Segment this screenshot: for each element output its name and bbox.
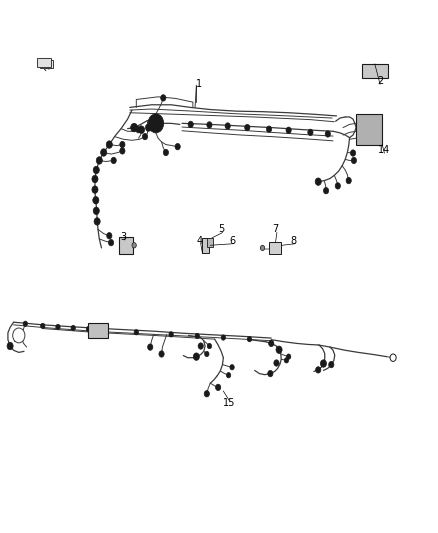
Circle shape bbox=[325, 131, 330, 137]
Circle shape bbox=[92, 175, 98, 183]
Circle shape bbox=[350, 150, 356, 156]
Bar bbox=[269, 242, 281, 254]
Circle shape bbox=[205, 351, 209, 357]
Circle shape bbox=[148, 344, 153, 350]
Circle shape bbox=[134, 329, 138, 335]
Circle shape bbox=[175, 143, 180, 150]
Circle shape bbox=[268, 370, 273, 377]
Bar bbox=[37, 58, 51, 67]
Circle shape bbox=[225, 123, 230, 129]
Circle shape bbox=[247, 336, 252, 342]
Text: 1: 1 bbox=[196, 78, 202, 88]
Circle shape bbox=[148, 114, 164, 133]
Circle shape bbox=[41, 323, 45, 328]
Circle shape bbox=[13, 328, 25, 343]
Bar bbox=[362, 64, 388, 78]
Circle shape bbox=[207, 122, 212, 128]
Circle shape bbox=[136, 126, 141, 133]
Text: 4: 4 bbox=[196, 236, 202, 246]
Circle shape bbox=[145, 124, 152, 131]
Circle shape bbox=[106, 141, 113, 148]
Text: 5: 5 bbox=[218, 224, 224, 235]
Circle shape bbox=[193, 353, 199, 360]
Circle shape bbox=[316, 367, 321, 373]
Circle shape bbox=[286, 354, 291, 359]
Circle shape bbox=[230, 365, 234, 370]
Circle shape bbox=[351, 157, 357, 164]
Circle shape bbox=[390, 354, 396, 361]
Circle shape bbox=[111, 157, 116, 164]
Circle shape bbox=[335, 183, 340, 189]
Circle shape bbox=[86, 326, 91, 332]
Circle shape bbox=[274, 360, 279, 366]
Circle shape bbox=[284, 358, 289, 363]
Bar bbox=[356, 114, 382, 144]
Circle shape bbox=[308, 129, 313, 135]
Circle shape bbox=[260, 245, 265, 251]
Text: 15: 15 bbox=[223, 398, 235, 408]
Circle shape bbox=[92, 186, 98, 193]
Circle shape bbox=[266, 126, 272, 132]
Circle shape bbox=[131, 123, 138, 132]
Circle shape bbox=[198, 343, 203, 349]
Circle shape bbox=[23, 321, 28, 326]
Circle shape bbox=[321, 360, 326, 367]
Circle shape bbox=[93, 166, 99, 174]
Text: 3: 3 bbox=[120, 232, 126, 243]
Circle shape bbox=[71, 325, 75, 330]
Bar bbox=[88, 322, 108, 337]
Circle shape bbox=[276, 346, 282, 353]
Circle shape bbox=[163, 149, 169, 156]
Circle shape bbox=[120, 141, 125, 148]
Text: 6: 6 bbox=[229, 236, 235, 246]
Circle shape bbox=[109, 239, 114, 246]
Circle shape bbox=[188, 121, 193, 127]
Circle shape bbox=[226, 373, 231, 378]
Circle shape bbox=[286, 127, 291, 133]
Circle shape bbox=[215, 384, 221, 391]
Circle shape bbox=[161, 95, 166, 101]
Circle shape bbox=[93, 197, 99, 204]
Circle shape bbox=[315, 178, 321, 185]
Circle shape bbox=[268, 340, 274, 346]
Circle shape bbox=[101, 149, 107, 156]
Circle shape bbox=[328, 361, 334, 368]
Circle shape bbox=[159, 351, 164, 357]
Circle shape bbox=[195, 333, 199, 338]
Bar bbox=[119, 237, 133, 254]
Circle shape bbox=[94, 217, 100, 225]
Circle shape bbox=[245, 124, 250, 131]
Text: 8: 8 bbox=[291, 236, 297, 246]
Circle shape bbox=[56, 324, 60, 329]
Circle shape bbox=[221, 335, 226, 340]
Circle shape bbox=[169, 332, 173, 337]
Circle shape bbox=[96, 157, 102, 164]
Text: 14: 14 bbox=[378, 145, 391, 155]
Circle shape bbox=[132, 243, 136, 248]
Circle shape bbox=[107, 232, 112, 239]
Bar bbox=[40, 60, 53, 68]
Circle shape bbox=[346, 177, 351, 184]
Circle shape bbox=[120, 148, 125, 154]
Bar bbox=[207, 238, 213, 247]
Bar bbox=[201, 238, 208, 253]
Circle shape bbox=[7, 342, 13, 350]
Circle shape bbox=[207, 343, 212, 349]
Circle shape bbox=[204, 391, 209, 397]
Text: 2: 2 bbox=[377, 76, 383, 86]
Circle shape bbox=[138, 126, 145, 133]
Circle shape bbox=[323, 188, 328, 194]
Circle shape bbox=[93, 207, 99, 215]
Circle shape bbox=[104, 327, 108, 333]
Text: 7: 7 bbox=[272, 224, 279, 235]
Circle shape bbox=[142, 133, 148, 140]
